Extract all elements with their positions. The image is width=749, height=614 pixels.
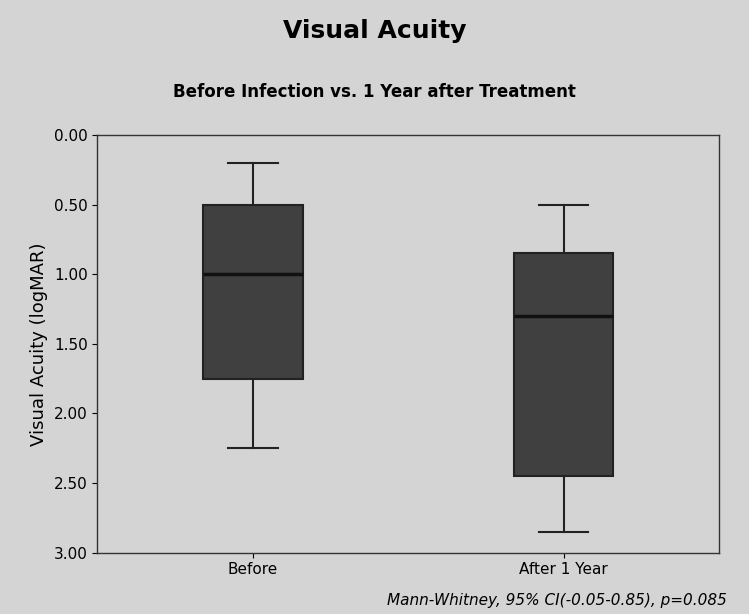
PathPatch shape bbox=[203, 204, 303, 379]
Y-axis label: Visual Acuity (logMAR): Visual Acuity (logMAR) bbox=[30, 242, 48, 446]
Text: Mann-Whitney, 95% CI(-0.05-0.85), p=0.085: Mann-Whitney, 95% CI(-0.05-0.85), p=0.08… bbox=[386, 593, 727, 608]
Text: Before Infection vs. 1 Year after Treatment: Before Infection vs. 1 Year after Treatm… bbox=[173, 83, 576, 101]
PathPatch shape bbox=[514, 254, 613, 476]
Text: Visual Acuity: Visual Acuity bbox=[283, 18, 466, 43]
